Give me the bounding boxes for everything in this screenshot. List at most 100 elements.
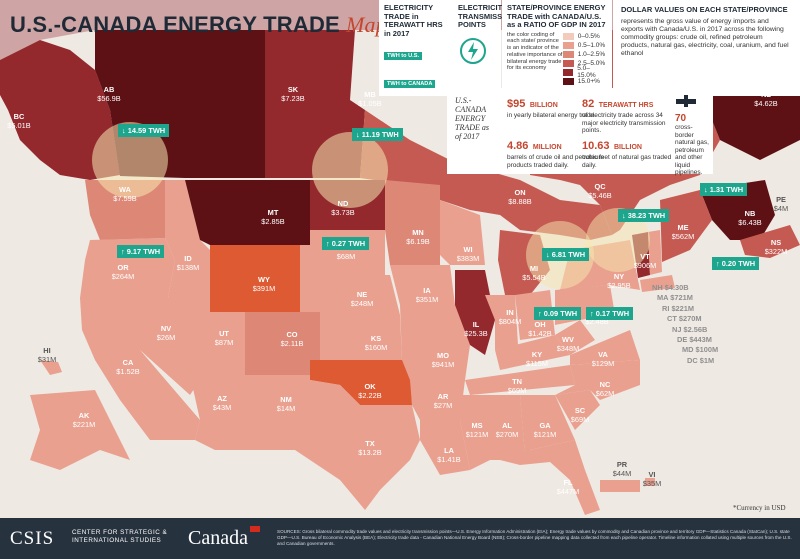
stat-text: of electricity trade across 34 major ele… [582,112,666,134]
arrow-icon: ↓ [546,250,550,259]
stat-unit: TERAWATT HRS [598,102,654,109]
region-value: $8.88B [508,197,532,206]
electricity-flow-tag: ↑ 9.17 TWH [117,245,165,258]
region-label: VI $35M [643,470,662,489]
small-state-label: RI $221M [662,303,695,313]
region-value: $25.3B [464,329,488,338]
region-abbr: MO [437,351,449,361]
region-abbr: MI [529,264,539,274]
region-abbr: NL [761,90,771,100]
stat-text: cross-border natural gas, petroleum and … [675,124,709,176]
region-abbr: TX [365,439,375,449]
region-value: $941M [431,360,455,369]
region-abbr: OR [117,263,129,273]
region-label: ME $562M [672,223,695,242]
region-abbr: WV [562,335,574,345]
region-label: BC $5.01B [7,112,31,131]
region-label: ID $138M [177,254,200,273]
stat-unit: BILLION [529,102,558,109]
flow-value: 0.17 TWH [595,309,630,318]
region-value: $14M [276,404,296,413]
small-state-label: MD $100M [682,345,719,355]
csis-logo: CSIS [10,528,55,549]
region-label: IL $25.3B [464,320,488,339]
legend-transmission: ELECTRICITY TRANSMISSION POINTS [455,0,516,96]
region-value: $906M [633,261,657,270]
region-label: WY $391M [253,275,276,294]
region-abbr: ON [514,188,526,198]
region-label: NL $4.62B [754,90,777,109]
region-ma [640,275,675,292]
region-value: $3.73B [331,208,355,217]
region-label: HI $31M [38,346,57,365]
region-abbr: VA [598,350,608,360]
region-abbr: IA [423,286,431,296]
region-wi [440,200,485,265]
region-il [455,270,495,355]
page-title: U.S.-CANADA ENERGY TRADE Map [10,12,387,38]
region-abbr: NE [356,290,368,300]
region-label: NC $62M [595,380,615,399]
region-value: $322M [764,247,788,256]
region-label: TN $69M [508,377,527,396]
region-abbr: NV [160,324,172,334]
electricity-flow-tag: ↑ 0.20 TWH [712,257,760,270]
legend-bin: 0–0.5% [562,32,607,41]
region-label: MS $121M [466,421,489,440]
region-label: VT $906M [633,252,657,271]
region-ne [300,275,400,315]
region-hi [40,360,62,375]
flow-value: 0.09 TWH [543,309,578,318]
region-abbr: PR [616,460,628,470]
arrow-icon: ↑ [121,247,125,256]
electricity-flow-tag: ↓ 14.59 TWH [118,124,170,137]
legend-bin-label: 5.0–15.0% [577,65,596,79]
region-value: $5.01B [7,121,31,130]
region-la [420,420,470,475]
region-label: KY $115M [526,350,548,369]
region-nm [250,375,310,450]
region-abbr: WA [119,185,131,195]
region-label: CA $1.52B [116,358,139,377]
region-value: $1.42B [528,329,552,338]
flow-value: 14.59 TWH [127,126,166,135]
region-value: $2.85B [261,217,285,226]
region-abbr: AL [502,421,512,431]
stat-unit: BILLION [613,144,642,151]
region-value: $69M [570,415,590,424]
legend-swatch [562,59,574,67]
region-abbr: WI [463,245,473,255]
region-abbr: AZ [217,394,227,404]
title-main: U.S.-CANADA ENERGY TRADE [10,12,340,37]
region-ky [495,335,570,370]
stat-unit: MILLION [532,144,562,151]
small-state-label: NJ $2.56B [672,324,708,334]
region-abbr: FL [563,478,573,488]
region-label: AR $27M [434,392,453,411]
legend-swatch [562,41,574,49]
region-value: $6.19B [406,237,430,246]
region-abbr: NC [599,380,611,390]
region-value: $62M [595,389,615,398]
region-label: AZ $43M [213,394,232,413]
region-label: PR $44M [613,460,632,479]
region-value: $129M [591,359,615,368]
region-value: $248M [350,299,374,308]
region-label: AK $221M [73,411,96,430]
region-ms [460,395,490,470]
stat-gas: 10.63 BILLION cubic feet of natural gas … [582,136,672,169]
region-value: $56.9B [97,94,121,103]
stat-value: $95 [507,98,526,110]
region-value: $270M [495,430,519,439]
arrow-icon: ↓ [622,211,626,220]
stat-text: barrels of crude oil and petroleum produ… [507,154,604,169]
flow-value: 0.20 TWH [721,259,756,268]
small-states-list: NH $4.30B MA $721M RI $221M CT $270M NJ $2.5… [652,283,718,366]
region-label: NS $322M [764,238,788,257]
region-wy [210,245,300,312]
legend-dollar-title: DOLLAR VALUES ON EACH STATE/PROVINCE [621,5,788,14]
stat-pipelines: 70 cross-border natural gas, petroleum a… [675,94,709,177]
legend-bin-label: 2.5–5.0% [577,59,606,67]
region-abbr: BC [13,112,25,122]
